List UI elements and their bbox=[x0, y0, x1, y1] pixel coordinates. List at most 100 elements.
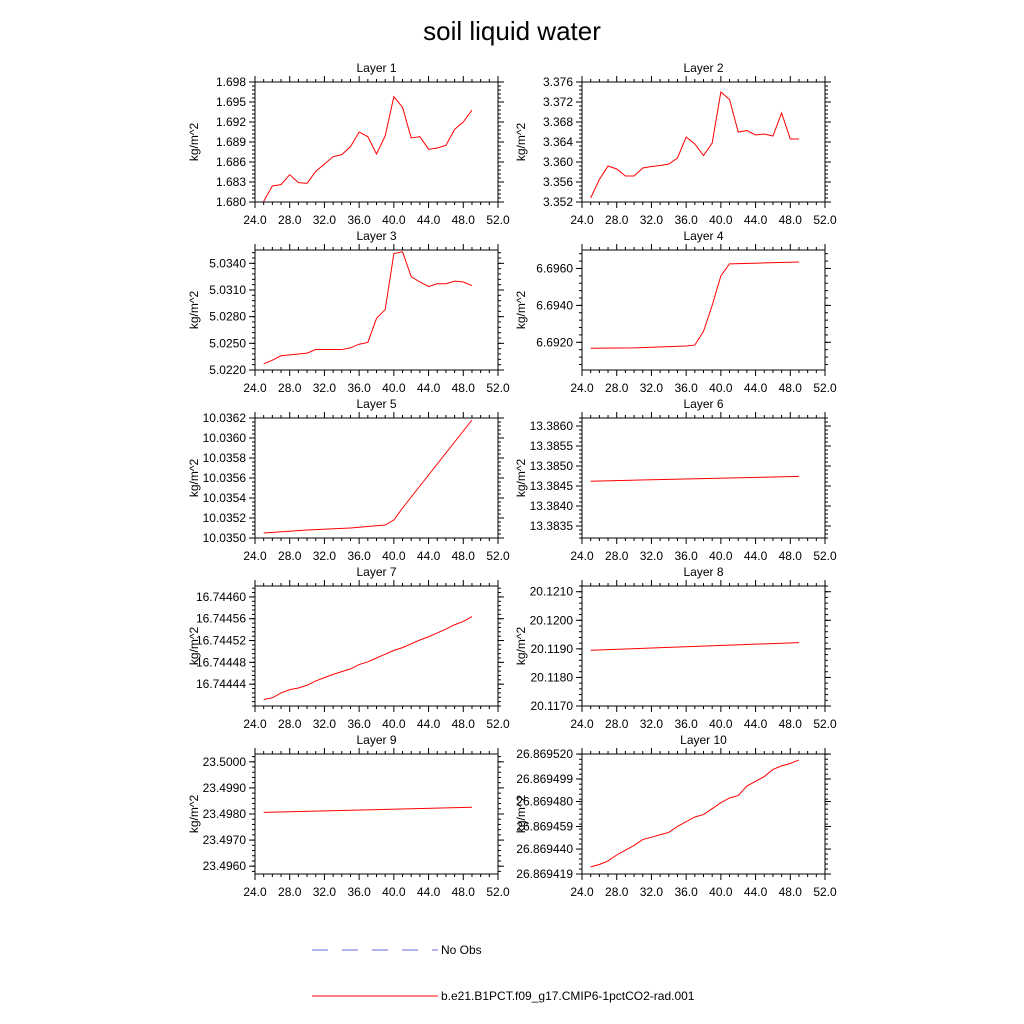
x-tick-label: 44.0 bbox=[417, 885, 441, 899]
panel-title: Layer 8 bbox=[683, 565, 723, 579]
x-tick-label: 52.0 bbox=[486, 549, 510, 563]
series-line bbox=[590, 642, 799, 651]
y-tick-label: 13.3855 bbox=[530, 439, 574, 453]
panel-layer-9: Layer 9 kg/m^2 24.0 28.0 32.0 36.0 40.0 44.0 48.… bbox=[187, 733, 510, 899]
x-tick-label: 24.0 bbox=[570, 885, 594, 899]
x-tick-label: 36.0 bbox=[674, 381, 698, 395]
panel-layer-4: Layer 4 kg/m^2 24.0 28.0 32.0 36.0 40.0 44.0 48.… bbox=[514, 229, 837, 395]
y-tick-label: 3.364 bbox=[543, 135, 573, 149]
y-tick-label: 10.0354 bbox=[203, 491, 247, 505]
x-tick-label: 24.0 bbox=[243, 213, 267, 227]
x-tick-label: 40.0 bbox=[709, 549, 733, 563]
x-tick-label: 48.0 bbox=[452, 717, 476, 731]
series-line bbox=[590, 261, 799, 349]
y-axis-label: kg/m^2 bbox=[187, 123, 201, 162]
y-tick-label: 20.1190 bbox=[531, 642, 574, 656]
x-tick-label: 36.0 bbox=[347, 213, 371, 227]
panel-title: Layer 4 bbox=[683, 229, 723, 243]
panel-title: Layer 1 bbox=[356, 61, 396, 75]
x-tick-label: 28.0 bbox=[278, 549, 302, 563]
x-tick-label: 52.0 bbox=[813, 885, 837, 899]
x-tick-label: 36.0 bbox=[347, 549, 371, 563]
y-tick-label: 26.869440 bbox=[516, 842, 573, 856]
y-tick-label: 3.356 bbox=[543, 175, 573, 189]
x-tick-label: 52.0 bbox=[486, 885, 510, 899]
x-tick-label: 48.0 bbox=[779, 549, 803, 563]
x-tick-label: 28.0 bbox=[278, 381, 302, 395]
y-tick-label: 23.4990 bbox=[203, 781, 247, 795]
panel-title: Layer 9 bbox=[356, 733, 396, 747]
x-tick-label: 36.0 bbox=[674, 885, 698, 899]
x-tick-label: 48.0 bbox=[779, 381, 803, 395]
legend-obs-label: No Obs bbox=[441, 943, 482, 957]
x-tick-label: 24.0 bbox=[570, 213, 594, 227]
x-tick-label: 28.0 bbox=[278, 213, 302, 227]
y-tick-label: 1.680 bbox=[216, 195, 246, 209]
plot-frame bbox=[581, 417, 826, 539]
x-tick-label: 32.0 bbox=[640, 213, 664, 227]
y-tick-label: 26.869499 bbox=[516, 772, 573, 786]
x-tick-label: 44.0 bbox=[744, 549, 768, 563]
y-tick-label: 13.3860 bbox=[530, 419, 574, 433]
y-tick-label: 3.352 bbox=[543, 195, 573, 209]
y-tick-label: 5.0310 bbox=[209, 283, 246, 297]
y-tick-label: 5.0340 bbox=[209, 256, 246, 270]
y-axis-label: kg/m^2 bbox=[514, 291, 528, 330]
x-tick-label: 24.0 bbox=[570, 381, 594, 395]
y-tick-label: 6.6940 bbox=[536, 298, 573, 312]
y-tick-label: 26.869459 bbox=[516, 819, 573, 833]
y-tick-label: 5.0250 bbox=[209, 336, 246, 350]
y-tick-label: 1.686 bbox=[216, 155, 246, 169]
y-tick-label: 26.869419 bbox=[516, 867, 573, 881]
x-tick-label: 32.0 bbox=[313, 549, 337, 563]
series-line bbox=[263, 95, 473, 202]
x-tick-label: 40.0 bbox=[382, 213, 406, 227]
y-axis-label: kg/m^2 bbox=[187, 291, 201, 330]
series-line bbox=[590, 475, 799, 482]
x-tick-label: 44.0 bbox=[417, 717, 441, 731]
x-tick-label: 52.0 bbox=[486, 717, 510, 731]
panel-title: Layer 3 bbox=[356, 229, 396, 243]
x-tick-label: 28.0 bbox=[605, 213, 629, 227]
series-line bbox=[263, 251, 473, 365]
plot-frame bbox=[254, 81, 499, 203]
panel-title: Layer 10 bbox=[680, 733, 727, 747]
x-tick-label: 40.0 bbox=[382, 549, 406, 563]
x-tick-label: 52.0 bbox=[813, 717, 837, 731]
y-tick-label: 10.0356 bbox=[203, 471, 247, 485]
x-tick-label: 32.0 bbox=[640, 717, 664, 731]
y-tick-label: 16.74456 bbox=[196, 612, 246, 626]
y-axis-label: kg/m^2 bbox=[187, 795, 201, 834]
y-tick-label: 1.683 bbox=[216, 175, 246, 189]
x-tick-label: 40.0 bbox=[382, 381, 406, 395]
x-tick-label: 28.0 bbox=[278, 717, 302, 731]
x-tick-label: 28.0 bbox=[605, 717, 629, 731]
panel-layer-3: Layer 3 kg/m^2 24.0 28.0 32.0 36.0 40.0 44.0 48.… bbox=[187, 229, 510, 395]
series-line bbox=[263, 419, 473, 534]
x-tick-label: 44.0 bbox=[417, 549, 441, 563]
x-tick-label: 44.0 bbox=[744, 717, 768, 731]
x-tick-label: 44.0 bbox=[744, 885, 768, 899]
panel-layer-6: Layer 6 kg/m^2 24.0 28.0 32.0 36.0 40.0 44.0 48.… bbox=[514, 397, 837, 563]
y-tick-label: 13.3845 bbox=[530, 479, 574, 493]
x-tick-label: 44.0 bbox=[417, 381, 441, 395]
x-tick-label: 36.0 bbox=[347, 381, 371, 395]
y-tick-label: 23.4980 bbox=[203, 807, 247, 821]
y-tick-label: 5.0280 bbox=[209, 310, 246, 324]
y-tick-label: 6.6960 bbox=[536, 261, 573, 275]
x-tick-label: 32.0 bbox=[640, 885, 664, 899]
x-tick-label: 32.0 bbox=[640, 549, 664, 563]
x-tick-label: 48.0 bbox=[452, 549, 476, 563]
x-tick-label: 32.0 bbox=[313, 381, 337, 395]
plot-frame bbox=[254, 753, 499, 875]
y-tick-label: 10.0350 bbox=[203, 531, 247, 545]
plot-frame bbox=[254, 417, 499, 539]
x-tick-label: 48.0 bbox=[452, 381, 476, 395]
panel-layer-1: Layer 1 kg/m^2 24.0 28.0 32.0 36.0 40.0 44.0 48.… bbox=[187, 61, 510, 227]
panel-layer-8: Layer 8 kg/m^2 24.0 28.0 32.0 36.0 40.0 44.0 48.… bbox=[514, 565, 837, 731]
x-tick-label: 28.0 bbox=[605, 381, 629, 395]
legend-model-label: b.e21.B1PCT.f09_g17.CMIP6-1pctCO2-rad.00… bbox=[441, 989, 695, 1003]
x-tick-label: 24.0 bbox=[570, 549, 594, 563]
x-tick-label: 48.0 bbox=[779, 213, 803, 227]
x-tick-label: 36.0 bbox=[674, 717, 698, 731]
